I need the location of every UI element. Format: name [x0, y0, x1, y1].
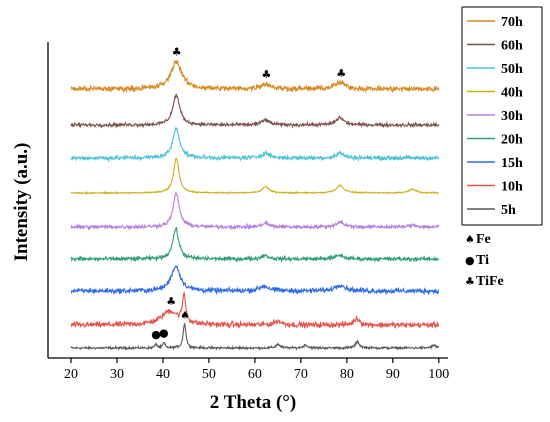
- peak-marker-5: ●: [151, 328, 161, 341]
- legend-label-30h: 30h: [501, 109, 523, 124]
- peak-marker-4: ♠: [180, 309, 190, 322]
- peak-marker-1: ♣: [261, 68, 271, 81]
- x-tick-label-90: 90: [386, 367, 400, 382]
- x-tick-label-50: 50: [202, 367, 216, 382]
- legend: 70h 60h 50h 40h 30h 20h 15h 10h 5h: [461, 6, 543, 226]
- legend-frame: [461, 6, 543, 226]
- series-70h-line: [70, 59, 440, 94]
- x-tick-label-20: 20: [64, 367, 78, 382]
- x-tick-label-100: 100: [428, 367, 449, 382]
- phase-key-symbol-fe: ♠: [465, 233, 475, 246]
- legend-label-70h: 70h: [501, 15, 523, 30]
- phase-key-label-tife: TiFe: [476, 274, 504, 289]
- peak-marker-2: ♣: [336, 67, 346, 80]
- legend-label-60h: 60h: [501, 39, 523, 54]
- peak-marker-0: ♣: [172, 46, 182, 59]
- phase-key-label-ti: Ti: [476, 253, 489, 268]
- x-ticks: 20 30 40 50 60 70 80 90 100: [64, 358, 449, 382]
- legend-label-40h: 40h: [501, 86, 523, 101]
- phase-key: ♠ Fe● Ti♣ TiFe: [465, 232, 504, 289]
- series-traces: [70, 59, 440, 352]
- axes: [47, 42, 448, 359]
- phase-key-symbol-tife: ♣: [465, 275, 475, 288]
- legend-label-15h: 15h: [501, 156, 523, 171]
- peak-marker-6: ●: [159, 327, 169, 340]
- legend-label-10h: 10h: [501, 180, 523, 195]
- legend-label-20h: 20h: [501, 133, 523, 148]
- phase-key-label-fe: Fe: [476, 232, 491, 247]
- x-tick-label-30: 30: [110, 367, 124, 382]
- phase-key-symbol-ti: ●: [465, 254, 475, 267]
- series-40h-line: [70, 157, 439, 196]
- series-15h-line: [70, 265, 440, 296]
- x-tick-label-70: 70: [294, 367, 308, 382]
- series-20h-line: [70, 226, 440, 264]
- phase-annotations: ♣ ♣ ♣ ♣ ♠ ●●: [151, 46, 346, 341]
- x-axis-title: 2 Theta (°): [210, 392, 296, 413]
- y-axis-title: Intensity (a.u.): [11, 143, 32, 262]
- series-30h-line: [70, 192, 440, 231]
- x-tick-label-40: 40: [156, 367, 170, 382]
- x-tick-label-60: 60: [248, 367, 262, 382]
- series-5h-line: [70, 323, 440, 352]
- x-tick-label-80: 80: [340, 367, 354, 382]
- peak-marker-3: ♣: [166, 295, 176, 308]
- series-10h-line: [70, 290, 440, 329]
- legend-label-50h: 50h: [501, 62, 523, 77]
- series-60h-line: [70, 93, 440, 129]
- legend-label-5h: 5h: [501, 203, 516, 218]
- series-50h-line: [70, 126, 439, 163]
